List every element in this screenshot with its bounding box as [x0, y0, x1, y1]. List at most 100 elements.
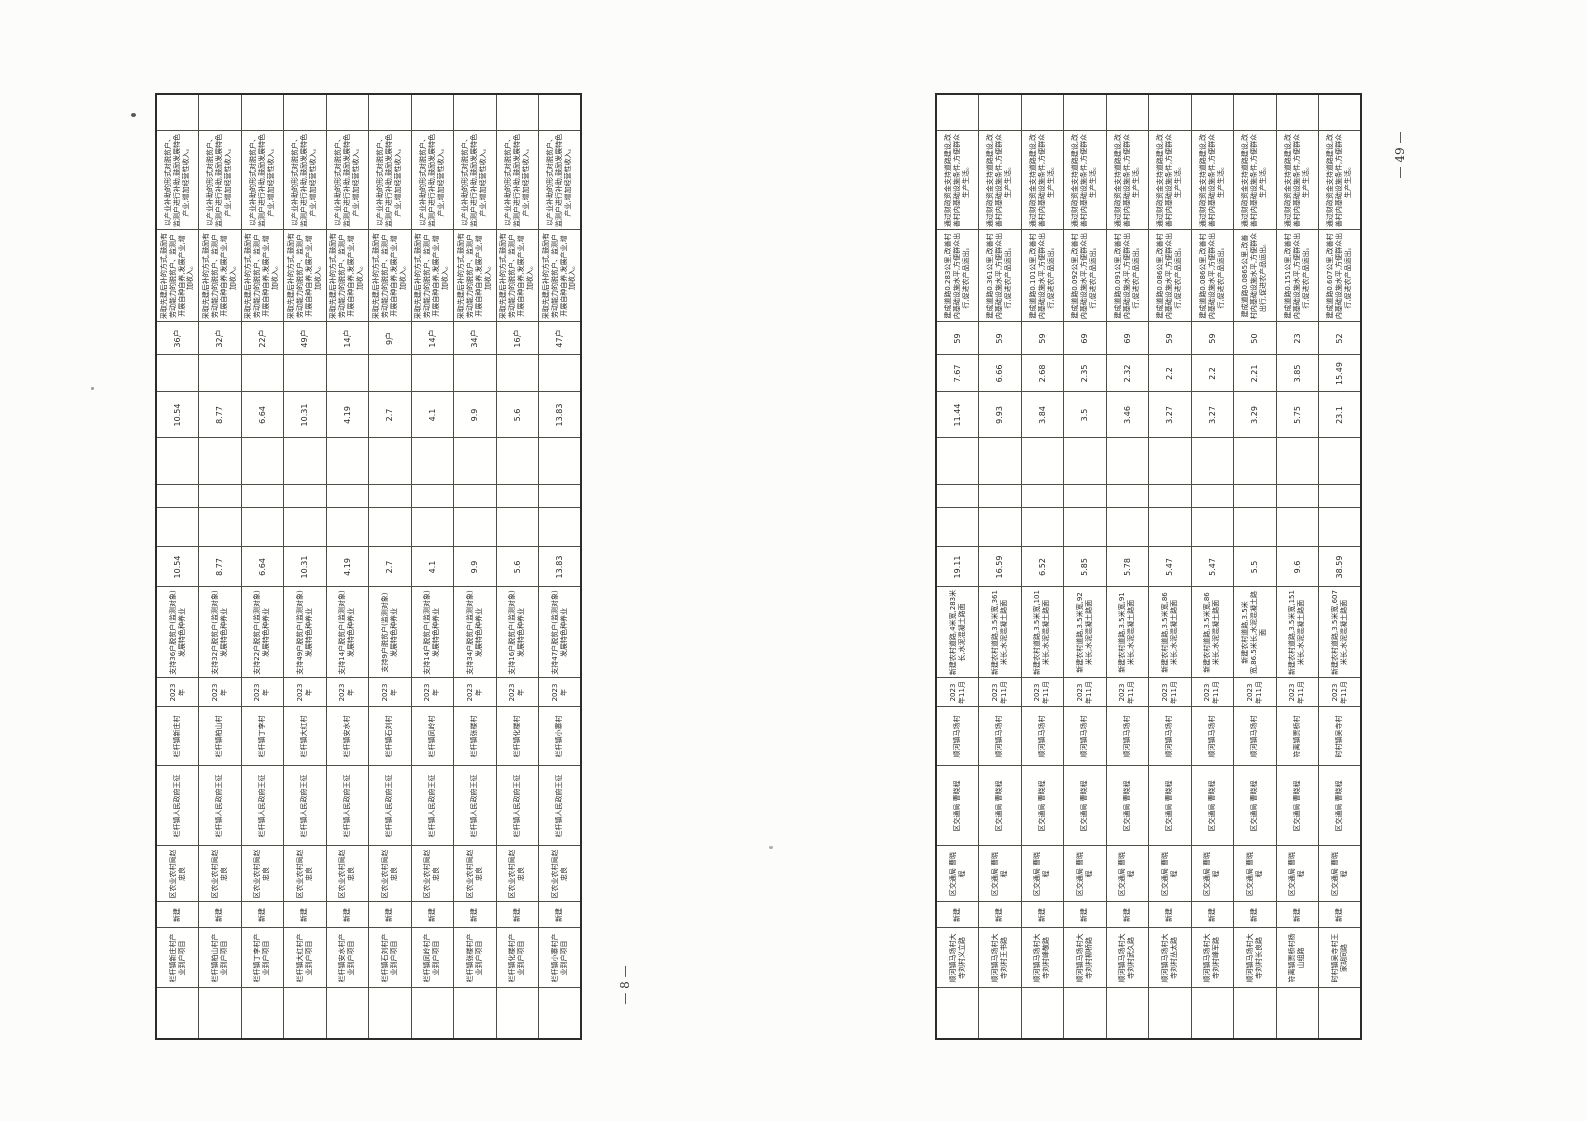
cell-implement-unit: 栏杆镇人民政府王征 — [453, 766, 496, 846]
cell-project-name: 顺河镇马场村大寺刘村峰军路 — [1191, 928, 1234, 988]
table-row: 栏杆镇化楼村产业到户项目 新建 区农业农村局赵忠良 栏杆镇人民政府王征 栏杆镇化楼村 20… — [496, 94, 539, 1039]
cell-responsible-unit: 区农业农村局赵忠良 — [538, 846, 581, 902]
table-row: 顺河镇马场村大寺刘村长良路 新建 区交通局 曹晓程 区交通局 曹晓程 顺河镇马场村 202… — [1233, 94, 1276, 1039]
cell-implement-unit: 区交通局 曹晓程 — [1191, 766, 1234, 846]
cell-responsible-unit: 区交通局 曹晓程 — [936, 846, 979, 902]
cell-drive-method: 采取先建后补的方式,鼓励有劳动能力的脱贫户、监测户开展自种自养,发展产业,增加收… — [156, 230, 199, 322]
cell-blank-right — [411, 94, 454, 131]
cell-time-limit: 2023年 — [411, 678, 454, 707]
cell-blank-b — [411, 485, 454, 508]
table-row: 栏杆镇丁李村产业到户项目 新建 区农业农村局赵忠良 栏杆镇人民政府王征 栏杆镇丁李村 20… — [241, 94, 284, 1039]
cell-build-task: 新建农村道路,3.5米宽,101米长,水泥混凝土路面 — [1021, 587, 1064, 678]
cell-responsible-unit: 区交通局 曹晓程 — [1318, 846, 1361, 902]
cell-blank-c — [368, 438, 411, 485]
cell-blank-a — [1318, 508, 1361, 547]
cell-responsible-unit: 区农业农村局赵忠良 — [368, 846, 411, 902]
table-row: 顺河镇马场村大寺刘村柳桥路 新建 区交通局 曹晓程 区交通局 曹晓程 顺河镇马场村 202… — [1063, 94, 1106, 1039]
cell-responsible-unit: 区农业农村局赵忠良 — [198, 846, 241, 902]
cell-fund-total: 4.1 — [411, 547, 454, 587]
cell-blank-a — [453, 508, 496, 547]
cell-blank-left — [1063, 988, 1106, 1039]
cell-beneficiaries: 14户 — [411, 322, 454, 355]
cell-project-name: 顺河镇马场村大寺刘村长良路 — [1233, 928, 1276, 988]
cell-blank-left — [241, 988, 284, 1039]
cell-fund-other: 2.2 — [1148, 355, 1191, 392]
cell-location: 栏杆镇新庄村 — [156, 707, 199, 766]
cell-beneficiaries: 59 — [936, 322, 979, 355]
cell-responsible-unit: 区交通局 曹晓程 — [1063, 846, 1106, 902]
cell-project-name: 顺河镇马场村大寺刘村王书路 — [978, 928, 1021, 988]
cell-responsible-unit: 区交通局 曹晓程 — [1191, 846, 1234, 902]
cell-location: 顺河镇马场村 — [1021, 707, 1064, 766]
cell-drive-method: 采取先建后补的方式,鼓励有劳动能力的脱贫户、监测户开展自种自养,发展产业,增加收… — [538, 230, 581, 322]
cell-project-name: 栏杆镇凤岭村产业到户项目 — [411, 928, 454, 988]
cell-implement-unit: 区交通局 曹晓程 — [1148, 766, 1191, 846]
cell-fund-total: 19.11 — [936, 547, 979, 587]
cell-implement-unit: 区交通局 曹晓程 — [1233, 766, 1276, 846]
cell-implement-unit: 栏杆镇人民政府王征 — [283, 766, 326, 846]
cell-time-limit: 2023年 — [368, 678, 411, 707]
cell-build-nature: 新建 — [1318, 902, 1361, 928]
cell-blank-b — [1106, 485, 1149, 508]
cell-implement-unit: 区交通局 曹晓程 — [1318, 766, 1361, 846]
cell-build-nature: 新建 — [1191, 902, 1234, 928]
cell-build-nature: 新建 — [453, 902, 496, 928]
cell-time-limit: 2023年 — [156, 678, 199, 707]
cell-blank-a — [283, 508, 326, 547]
cell-implement-unit: 栏杆镇人民政府王征 — [411, 766, 454, 846]
cell-build-nature: 新建 — [1063, 902, 1106, 928]
cell-beneficiaries: 23 — [1276, 322, 1319, 355]
cell-fund-fiscal: 5.75 — [1276, 392, 1319, 438]
table-row: 栏杆镇新庄村产业到户项目 新建 区农业农村局赵忠良 栏杆镇人民政府王征 栏杆镇新庄村 20… — [156, 94, 199, 1039]
cell-responsible-unit: 区交通局 曹晓程 — [1148, 846, 1191, 902]
cell-blank-c — [326, 438, 369, 485]
cell-blank-a — [496, 508, 539, 547]
cell-fund-total: 5.78 — [1106, 547, 1149, 587]
cell-fund-other: 2.32 — [1106, 355, 1149, 392]
cell-fund-total: 38.59 — [1318, 547, 1361, 587]
cell-blank-right — [1191, 94, 1234, 131]
cell-drive-method: 采取先建后补的方式,鼓励有劳动能力的脱贫户、监测户开展自种自养,发展产业,增加收… — [241, 230, 284, 322]
cell-blank-a — [326, 508, 369, 547]
cell-build-nature: 新建 — [241, 902, 284, 928]
cell-project-name: 顺河镇马场村大寺刘村丛太路 — [1148, 928, 1191, 988]
cell-blank-left — [538, 988, 581, 1039]
cell-blank-a — [411, 508, 454, 547]
cell-build-task: 支持14户脱贫户(监测对象)发展特色种养业 — [326, 587, 369, 678]
cell-fund-total: 13.83 — [538, 547, 581, 587]
cell-project-name: 栏杆镇新庄村产业到户项目 — [156, 928, 199, 988]
cell-build-task: 支持36户脱贫户(监测对象)发展特色种养业 — [156, 587, 199, 678]
cell-time-limit: 2023年 — [283, 678, 326, 707]
cell-blank-a — [538, 508, 581, 547]
table-row: 顺河镇马场村大寺刘村武久路 新建 区交通局 曹晓程 区交通局 曹晓程 顺河镇马场村 202… — [1106, 94, 1149, 1039]
cell-performance-goal: 通过财政资金支持道路建设,改善村内基础设施条件,方便群众生产生活。 — [978, 131, 1021, 230]
cell-blank-left — [156, 988, 199, 1039]
cell-blank-left — [1021, 988, 1064, 1039]
cell-fund-fiscal: 3.29 — [1233, 392, 1276, 438]
cell-blank-b — [496, 485, 539, 508]
cell-project-name: 栏杆镇安水村产业到户项目 — [326, 928, 369, 988]
cell-fund-other — [283, 355, 326, 392]
cell-implement-unit: 栏杆镇人民政府王征 — [156, 766, 199, 846]
cell-time-limit: 2023年11月 — [1021, 678, 1064, 707]
cell-beneficiaries: 50 — [1233, 322, 1276, 355]
cell-blank-b — [326, 485, 369, 508]
cell-blank-left — [936, 988, 979, 1039]
cell-build-nature: 新建 — [936, 902, 979, 928]
cell-fund-other: 2.68 — [1021, 355, 1064, 392]
cell-time-limit: 2023年 — [198, 678, 241, 707]
cell-drive-method: 采取先建后补的方式,鼓励有劳动能力的脱贫户、监测户开展自种自养,发展产业,增加收… — [326, 230, 369, 322]
project-schedule-table-page-8: 栏杆镇新庄村产业到户项目 新建 区农业农村局赵忠良 栏杆镇人民政府王征 栏杆镇新庄村 20… — [155, 93, 582, 1040]
cell-blank-right — [1148, 94, 1191, 131]
table-row: 栏杆镇石刘村产业到户项目 新建 区农业农村局赵忠良 栏杆镇人民政府王征 栏杆镇石刘村 20… — [368, 94, 411, 1039]
cell-build-task: 新建农村道路,3.5米宽,151米长,水泥混凝土路面 — [1276, 587, 1319, 678]
cell-fund-other: 6.66 — [978, 355, 1021, 392]
cell-responsible-unit: 区交通局 曹晓程 — [1021, 846, 1064, 902]
cell-blank-b — [241, 485, 284, 508]
cell-location: 顺河镇马场村 — [936, 707, 979, 766]
cell-location: 顺河镇马场村 — [978, 707, 1021, 766]
cell-blank-b — [1021, 485, 1064, 508]
cell-performance-goal: 通过财政资金支持道路建设,改善村内基础设施条件,方便群众生产生活。 — [1106, 131, 1149, 230]
cell-blank-c — [978, 438, 1021, 485]
cell-beneficiaries: 52 — [1318, 322, 1361, 355]
